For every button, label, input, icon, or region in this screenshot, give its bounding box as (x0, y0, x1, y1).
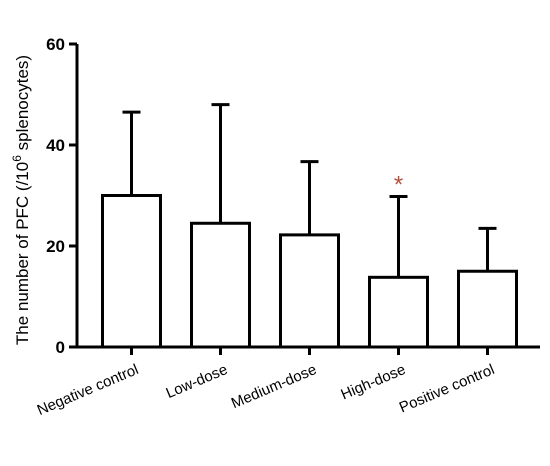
y-axis-label: The number of PFC (/106 splenocytes) (10, 55, 32, 345)
x-tick-label: High-dose (338, 361, 408, 403)
x-tick-label: Medium-dose (229, 361, 319, 412)
significance-marker: * (394, 172, 403, 199)
y-tick-label: 60 (46, 35, 65, 54)
x-tick-label: Positive control (397, 361, 497, 416)
bar (101, 194, 162, 349)
bar (368, 275, 429, 349)
y-axis-label-main: The number of PFC (/10 (13, 162, 32, 345)
bar (457, 269, 518, 349)
svg-text:The number of PFC (/106 spleno: The number of PFC (/106 splenocytes) (10, 55, 32, 345)
bar (190, 221, 251, 349)
bars: * (101, 103, 518, 349)
y-axis-label-tail: splenocytes) (13, 55, 32, 155)
y-tick-label: 40 (46, 136, 65, 155)
y-tick-label: 0 (56, 338, 65, 357)
y-tick-label: 20 (46, 237, 65, 256)
bar (279, 233, 340, 349)
x-tick-label: Negative control (35, 361, 141, 419)
y-axis-label-superscript: 6 (10, 155, 24, 162)
x-tick-label: Low-dose (164, 361, 231, 402)
